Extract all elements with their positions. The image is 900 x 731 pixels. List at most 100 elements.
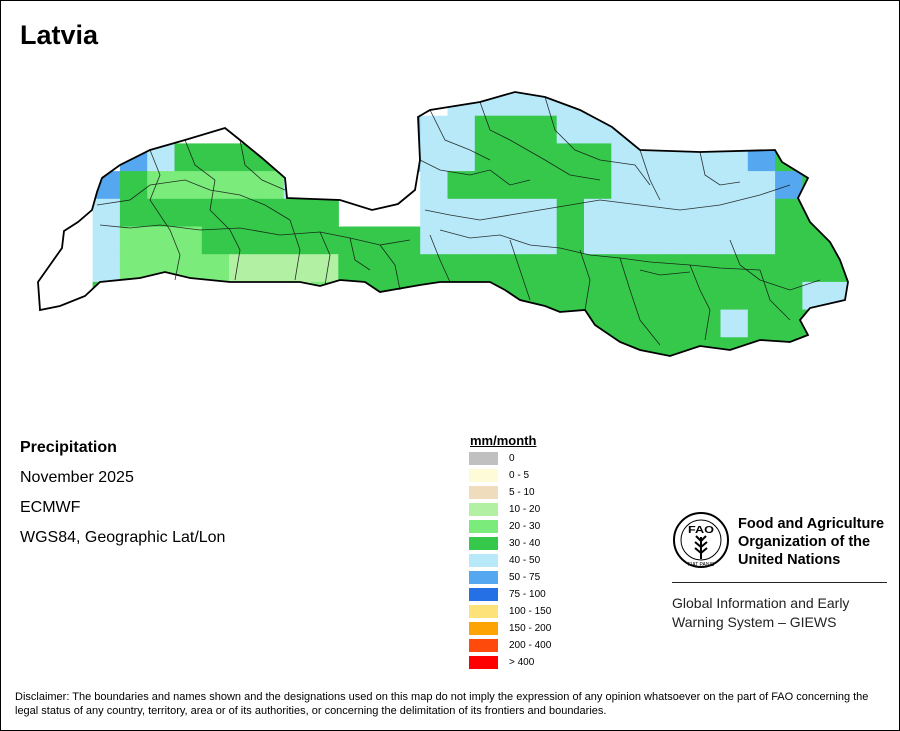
precip-cell	[747, 198, 776, 228]
precip-cell	[474, 171, 503, 200]
precip-cell	[529, 337, 558, 356]
precip-cell	[802, 420, 830, 448]
precip-cell	[474, 309, 503, 338]
precip-cell	[584, 171, 612, 200]
legend-label: 10 - 20	[509, 504, 541, 515]
precip-cell	[720, 115, 749, 144]
precip-cell	[92, 309, 121, 338]
precip-cell	[65, 309, 94, 338]
precip-cell	[584, 281, 612, 311]
precip-cell	[747, 281, 776, 311]
legend-label: 0 - 5	[509, 470, 530, 481]
precip-cell	[747, 171, 776, 200]
precip-cell	[529, 198, 558, 228]
precip-cell	[611, 171, 640, 200]
precip-cell	[119, 337, 148, 356]
precip-cell	[174, 309, 203, 338]
precip-cell	[311, 171, 339, 200]
precip-cell	[174, 337, 203, 356]
precip-cell	[311, 281, 339, 311]
map-title: Latvia	[20, 20, 99, 50]
precip-cell	[556, 281, 585, 311]
precip-cell	[665, 198, 694, 228]
period-label: November 2025	[20, 469, 134, 486]
precip-cell	[747, 309, 776, 338]
precip-cell	[447, 281, 476, 311]
precip-cell	[884, 365, 900, 393]
legend-label: 150 - 200	[509, 623, 552, 634]
precip-cell	[92, 226, 121, 255]
precip-cell	[311, 309, 339, 338]
precip-cell	[611, 92, 640, 117]
precip-cell	[256, 226, 285, 255]
precip-cell	[665, 281, 694, 311]
precip-cell	[256, 281, 285, 311]
precip-cell	[884, 282, 900, 310]
precip-cell	[529, 254, 558, 283]
precip-cell	[92, 337, 121, 356]
precip-cell	[338, 171, 367, 200]
precip-cell	[802, 337, 831, 356]
precip-cell	[857, 365, 885, 393]
precip-cell	[884, 143, 900, 171]
precip-cell	[365, 309, 394, 338]
precip-cell	[474, 115, 503, 144]
precip-cell	[447, 143, 476, 172]
precip-cell	[65, 337, 94, 356]
precip-cell	[665, 143, 694, 172]
country-outline	[37, 91, 849, 357]
legend-label: 40 - 50	[509, 555, 541, 566]
precip-cell	[775, 198, 803, 228]
precip-cell	[829, 281, 848, 311]
legend-label: 20 - 30	[509, 521, 541, 532]
precip-cell	[365, 226, 394, 255]
precip-cell	[229, 198, 257, 228]
precip-cell	[720, 281, 749, 311]
precip-cell	[611, 281, 640, 311]
precip-cell	[365, 254, 394, 283]
precip-cell	[119, 226, 148, 255]
precip-cell	[638, 281, 667, 311]
precip-cell	[884, 116, 900, 144]
precip-cell	[665, 171, 694, 200]
precip-cell	[802, 254, 831, 283]
variable-label: Precipitation	[20, 439, 117, 456]
precip-cell	[502, 143, 530, 172]
precip-cell	[584, 198, 612, 228]
precip-cell	[119, 309, 148, 338]
precip-cell	[283, 171, 312, 200]
precip-cell	[829, 337, 848, 356]
precip-cell	[311, 337, 339, 356]
fao-logo-f: FAO	[688, 525, 714, 536]
precip-cell	[720, 143, 749, 172]
precip-cell	[611, 309, 640, 338]
precip-cell	[775, 309, 803, 338]
precip-cell	[174, 198, 203, 228]
precip-cell	[857, 254, 885, 282]
precip-cell	[365, 337, 394, 356]
precip-cell	[857, 420, 885, 448]
precip-cell	[311, 198, 339, 228]
precip-cell	[283, 254, 312, 283]
precip-cell	[775, 254, 803, 283]
precip-cell	[556, 115, 585, 144]
precip-cell	[830, 393, 858, 421]
precip-cell	[92, 254, 121, 283]
precip-cell	[802, 226, 831, 255]
precip-cell	[665, 337, 694, 356]
precip-cell	[747, 115, 776, 144]
precip-cell	[447, 226, 476, 255]
legend-label: 200 - 400	[509, 640, 552, 651]
legend-swatch	[469, 503, 498, 516]
precip-cell	[884, 227, 900, 255]
precip-cell	[802, 198, 831, 228]
precip-cell	[311, 254, 339, 283]
precip-cell	[420, 281, 449, 311]
precip-cell	[693, 198, 722, 228]
precip-cell	[147, 337, 176, 356]
legend-label: 30 - 40	[509, 538, 541, 549]
precip-cell	[447, 198, 476, 228]
precip-cell	[884, 337, 900, 365]
precip-cell	[693, 226, 722, 255]
precip-cell	[201, 171, 230, 200]
